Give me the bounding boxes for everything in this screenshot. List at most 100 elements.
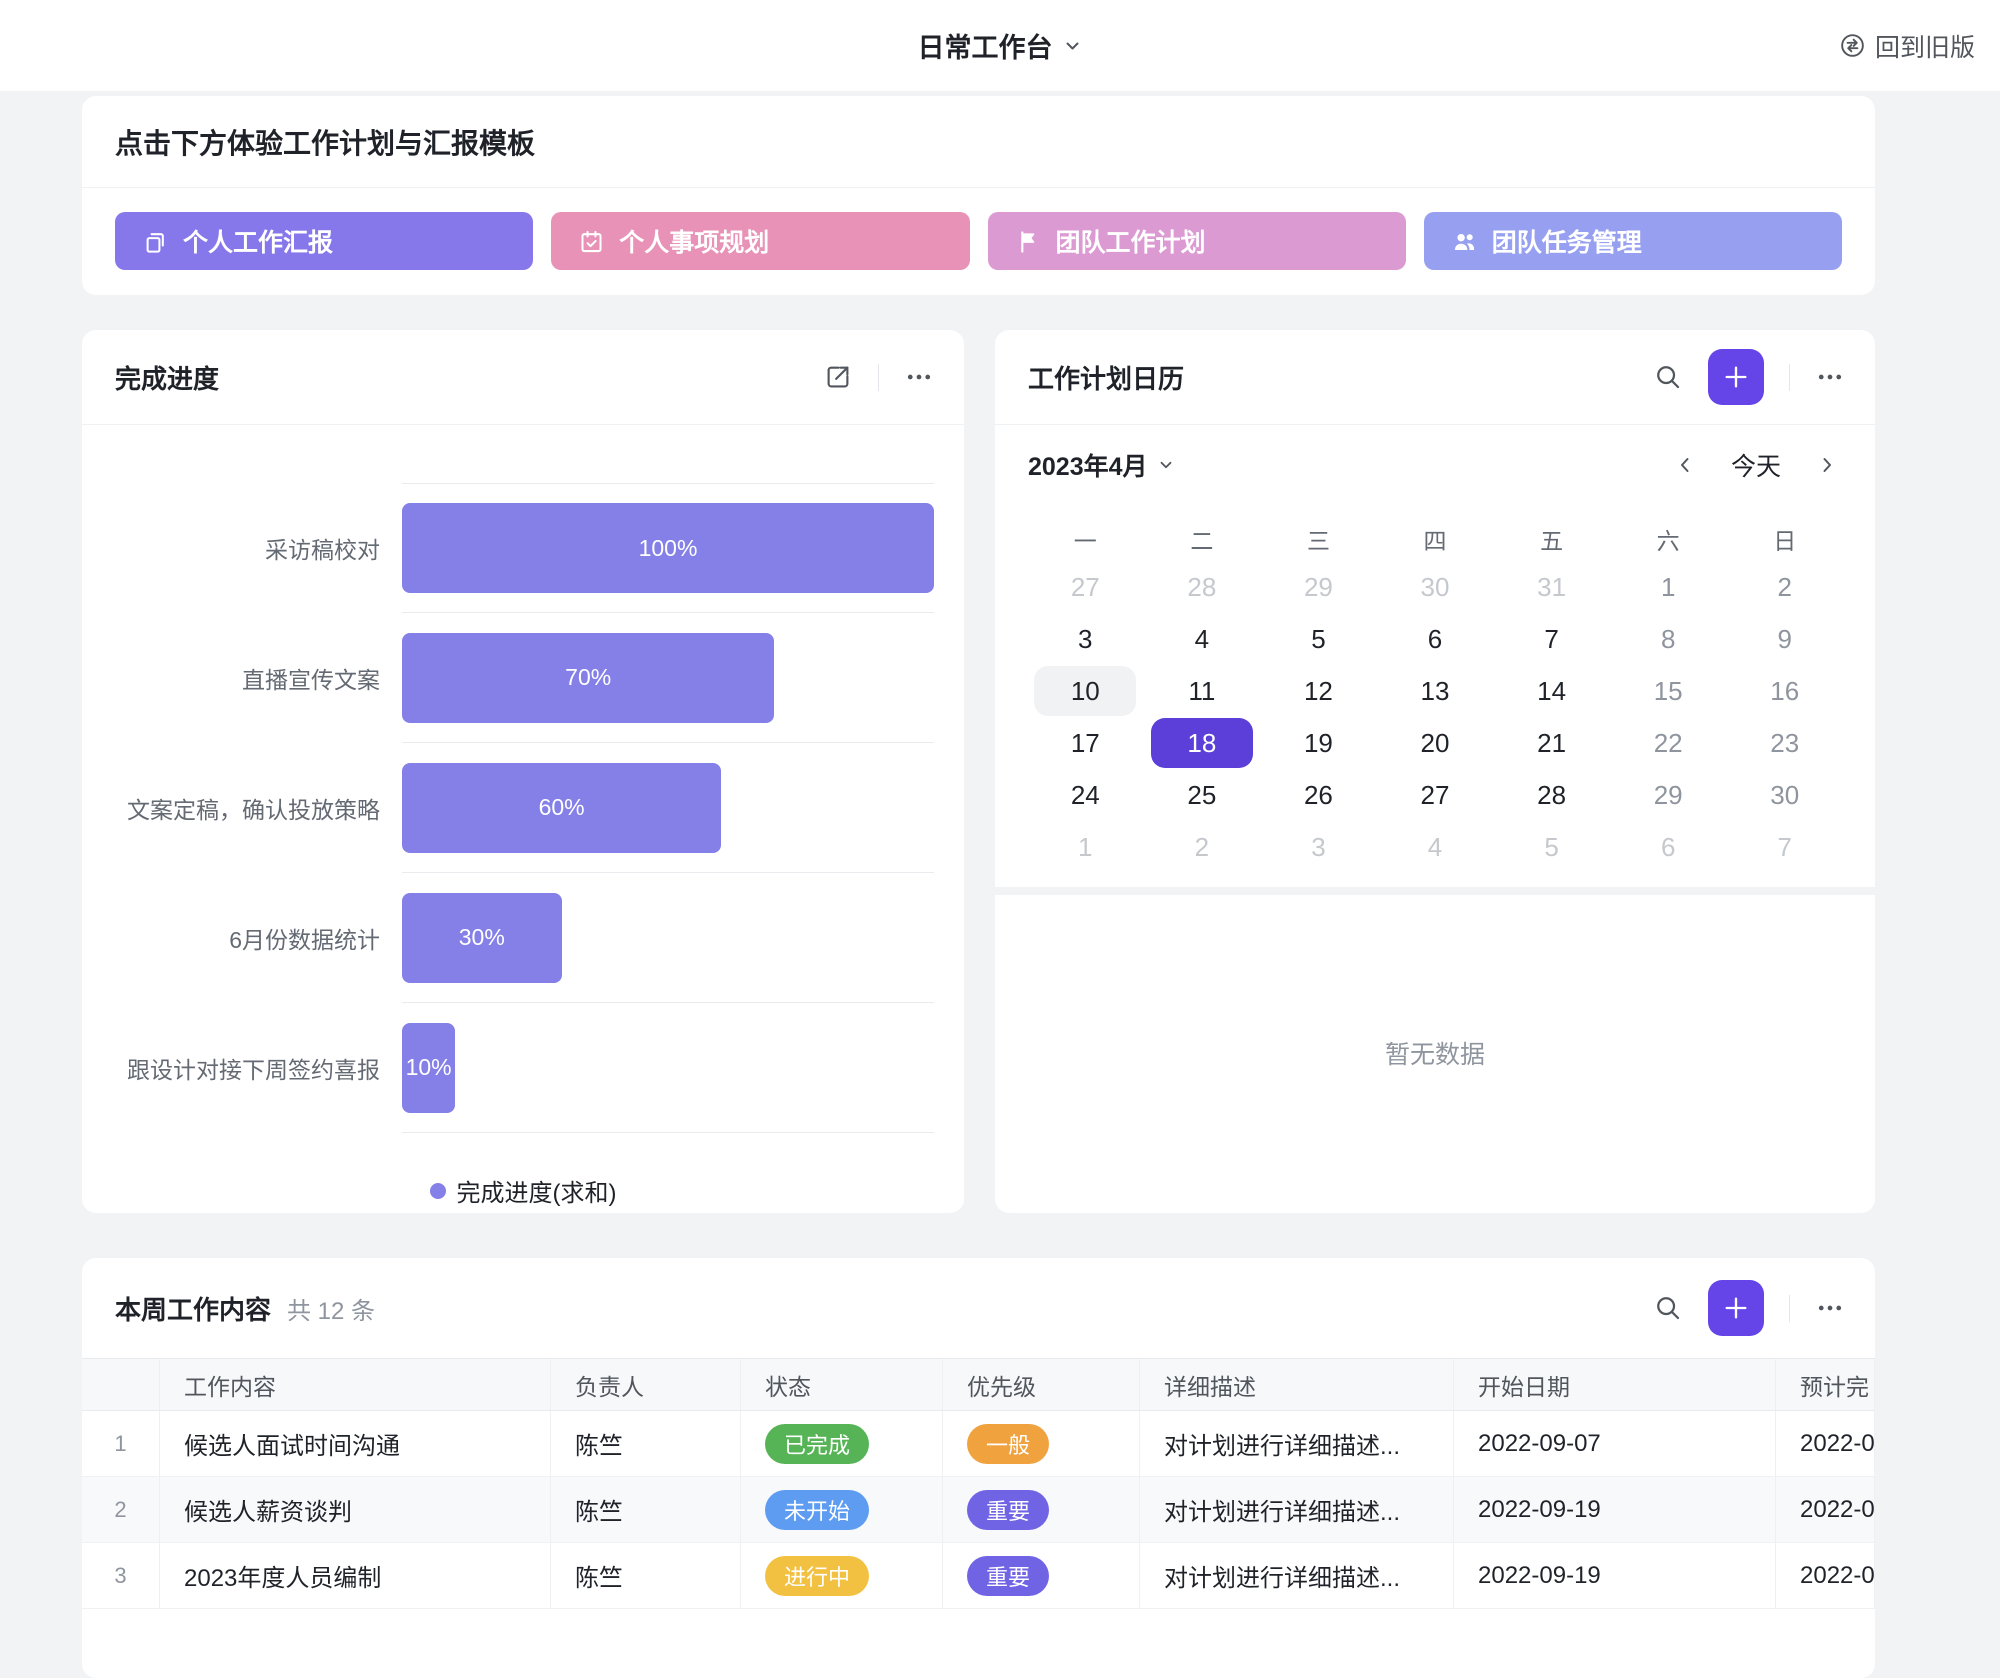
row-number[interactable]: 2 [82,1477,160,1542]
calendar-day[interactable]: 2 [1144,821,1261,873]
row-number[interactable]: 1 [82,1411,160,1476]
calendar-day[interactable]: 21 [1493,717,1610,769]
priority-cell[interactable]: 重要 [943,1477,1140,1542]
calendar-day[interactable]: 16 [1726,665,1843,717]
calendar-day[interactable]: 7 [1493,613,1610,665]
calendar-day[interactable]: 7 [1726,821,1843,873]
table-row[interactable]: 3 2023年度人员编制 陈竺 进行中 重要 对计划进行详细描述... 2022-09-19… [82,1543,1875,1609]
chart-bar[interactable]: 60% [402,762,722,853]
chart-bar[interactable]: 100% [402,503,934,593]
template-button-2[interactable]: 个人事项规划 [551,212,970,270]
column-header[interactable]: 详细描述 [1140,1359,1454,1410]
start-date-cell[interactable]: 2022-09-19 [1454,1477,1776,1542]
calendar-day[interactable]: 29 [1260,561,1377,613]
template-button-3[interactable]: 团队工作计划 [987,212,1406,270]
next-month-icon[interactable] [1817,455,1837,475]
priority-cell[interactable]: 重要 [943,1543,1140,1608]
calendar-day[interactable]: 6 [1377,613,1494,665]
description-cell[interactable]: 对计划进行详细描述... [1140,1543,1454,1608]
column-header[interactable]: 优先级 [943,1359,1140,1410]
calendar-day[interactable]: 4 [1377,821,1494,873]
chart-bar[interactable]: 30% [402,892,562,983]
calendar-day[interactable]: 14 [1493,665,1610,717]
calendar-day[interactable]: 3 [1027,613,1144,665]
table-row[interactable]: 1 候选人面试时间沟通 陈竺 已完成 一般 对计划进行详细描述... 2022-09-07 2… [82,1411,1875,1477]
chart-bar[interactable]: 70% [402,632,775,723]
column-header[interactable]: 工作内容 [160,1359,551,1410]
calendar-day[interactable]: 20 [1377,717,1494,769]
more-options-icon[interactable] [904,362,934,392]
calendar-day[interactable]: 15 [1610,665,1727,717]
calendar-day[interactable]: 28 [1144,561,1261,613]
calendar-day[interactable]: 31 [1493,561,1610,613]
calendar-day[interactable]: 2 [1726,561,1843,613]
task-cell[interactable]: 2023年度人员编制 [160,1543,551,1608]
calendar-day[interactable]: 28 [1493,769,1610,821]
workspace-switcher[interactable]: 日常工作台 [918,0,1083,91]
start-date-cell[interactable]: 2022-09-07 [1454,1411,1776,1476]
calendar-day[interactable]: 4 [1144,613,1261,665]
description-cell[interactable]: 对计划进行详细描述... [1140,1477,1454,1542]
row-number[interactable]: 3 [82,1543,160,1608]
column-header[interactable]: 开始日期 [1454,1359,1776,1410]
template-button-4[interactable]: 团队任务管理 [1423,212,1842,270]
status-cell[interactable]: 进行中 [741,1543,943,1608]
calendar-day-today[interactable]: 10 [1027,665,1144,717]
calendar-day[interactable]: 12 [1260,665,1377,717]
status-cell[interactable]: 已完成 [741,1411,943,1476]
column-header[interactable]: 预计完 [1776,1359,1875,1410]
calendar-day[interactable]: 19 [1260,717,1377,769]
due-date-cell[interactable]: 2022-0 [1776,1477,1875,1542]
add-record-button[interactable] [1708,349,1764,405]
calendar-day[interactable]: 9 [1726,613,1843,665]
calendar-day[interactable]: 5 [1493,821,1610,873]
calendar-day[interactable]: 29 [1610,769,1727,821]
prev-month-icon[interactable] [1675,455,1695,475]
calendar-day[interactable]: 11 [1144,665,1261,717]
search-icon[interactable] [1653,1293,1683,1323]
column-header[interactable]: 状态 [741,1359,943,1410]
description-cell[interactable]: 对计划进行详细描述... [1140,1411,1454,1476]
more-options-icon[interactable] [1815,362,1845,392]
calendar-day[interactable]: 26 [1260,769,1377,821]
calendar-day[interactable]: 22 [1610,717,1727,769]
owner-cell[interactable]: 陈竺 [551,1477,741,1542]
calendar-day[interactable]: 1 [1610,561,1727,613]
add-record-button[interactable] [1708,1280,1764,1336]
calendar-day[interactable]: 17 [1027,717,1144,769]
task-cell[interactable]: 候选人面试时间沟通 [160,1411,551,1476]
owner-cell[interactable]: 陈竺 [551,1411,741,1476]
calendar-day[interactable]: 8 [1610,613,1727,665]
owner-cell[interactable]: 陈竺 [551,1543,741,1608]
calendar-day[interactable]: 13 [1377,665,1494,717]
start-date-cell[interactable]: 2022-09-19 [1454,1543,1776,1608]
table-row[interactable]: 2 候选人薪资谈判 陈竺 未开始 重要 对计划进行详细描述... 2022-09-19 202… [82,1477,1875,1543]
calendar-day[interactable]: 1 [1027,821,1144,873]
template-button-1[interactable]: 个人工作汇报 [115,212,534,270]
today-button[interactable]: 今天 [1731,447,1781,483]
calendar-day[interactable]: 27 [1027,561,1144,613]
calendar-day-selected[interactable]: 18 [1144,717,1261,769]
calendar-day[interactable]: 30 [1377,561,1494,613]
search-icon[interactable] [1653,362,1683,392]
calendar-day[interactable]: 30 [1726,769,1843,821]
status-cell[interactable]: 未开始 [741,1477,943,1542]
calendar-day[interactable]: 23 [1726,717,1843,769]
priority-cell[interactable]: 一般 [943,1411,1140,1476]
calendar-day[interactable]: 5 [1260,613,1377,665]
open-in-new-icon[interactable] [823,362,853,392]
due-date-cell[interactable]: 2022-0 [1776,1543,1875,1608]
task-cell[interactable]: 候选人薪资谈判 [160,1477,551,1542]
calendar-day[interactable]: 24 [1027,769,1144,821]
due-date-cell[interactable]: 2022-0 [1776,1411,1875,1476]
back-to-old-version-link[interactable]: 回到旧版 [1839,0,1975,91]
calendar-day[interactable]: 25 [1144,769,1261,821]
month-selector[interactable]: 2023年4月 [1028,447,1175,483]
row-number-header[interactable] [82,1359,160,1410]
chart-bar[interactable]: 10% [402,1022,456,1113]
calendar-day[interactable]: 3 [1260,821,1377,873]
column-header[interactable]: 负责人 [551,1359,741,1410]
more-options-icon[interactable] [1815,1293,1845,1323]
calendar-day[interactable]: 6 [1610,821,1727,873]
calendar-day[interactable]: 27 [1377,769,1494,821]
